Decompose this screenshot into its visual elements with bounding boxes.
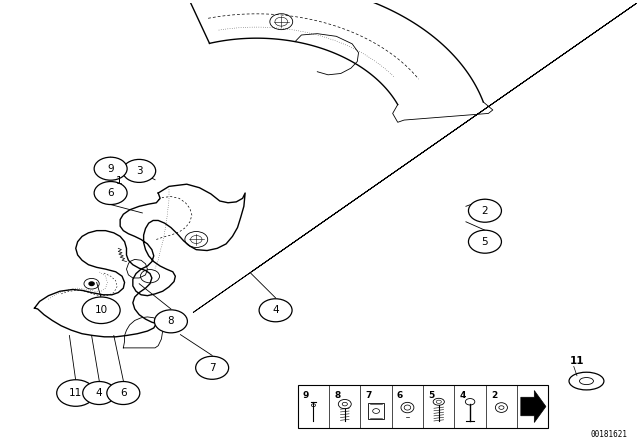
- Text: 6: 6: [397, 391, 403, 400]
- Circle shape: [94, 157, 127, 180]
- Text: 11: 11: [570, 356, 584, 366]
- Circle shape: [468, 199, 502, 222]
- Text: 3: 3: [136, 166, 143, 176]
- Text: 00181621: 00181621: [591, 430, 628, 439]
- Text: 7: 7: [365, 391, 372, 400]
- Text: 4: 4: [460, 391, 466, 400]
- Text: 6: 6: [120, 388, 127, 398]
- Text: 8: 8: [334, 391, 340, 400]
- Circle shape: [196, 356, 228, 379]
- Text: 4: 4: [96, 388, 102, 398]
- Text: 6: 6: [108, 188, 114, 198]
- Circle shape: [83, 382, 116, 405]
- Text: 7: 7: [209, 363, 216, 373]
- Text: 2: 2: [482, 206, 488, 216]
- Circle shape: [107, 382, 140, 405]
- Text: 8: 8: [168, 316, 174, 326]
- Text: 5: 5: [428, 391, 435, 400]
- Bar: [369, 403, 384, 419]
- Circle shape: [57, 380, 95, 406]
- Text: 10: 10: [95, 305, 108, 315]
- Circle shape: [94, 181, 127, 205]
- Text: 4: 4: [272, 305, 279, 315]
- Polygon shape: [521, 391, 546, 422]
- Text: 9: 9: [108, 164, 114, 174]
- Bar: [298, 385, 548, 427]
- Circle shape: [154, 310, 188, 333]
- Circle shape: [89, 282, 94, 285]
- Text: 5: 5: [482, 237, 488, 247]
- Text: 1: 1: [116, 176, 122, 185]
- Circle shape: [259, 299, 292, 322]
- Text: 9: 9: [303, 391, 309, 400]
- Circle shape: [82, 297, 120, 323]
- Circle shape: [468, 230, 502, 253]
- Circle shape: [123, 159, 156, 182]
- Text: 11: 11: [69, 388, 83, 398]
- Text: 2: 2: [491, 391, 497, 400]
